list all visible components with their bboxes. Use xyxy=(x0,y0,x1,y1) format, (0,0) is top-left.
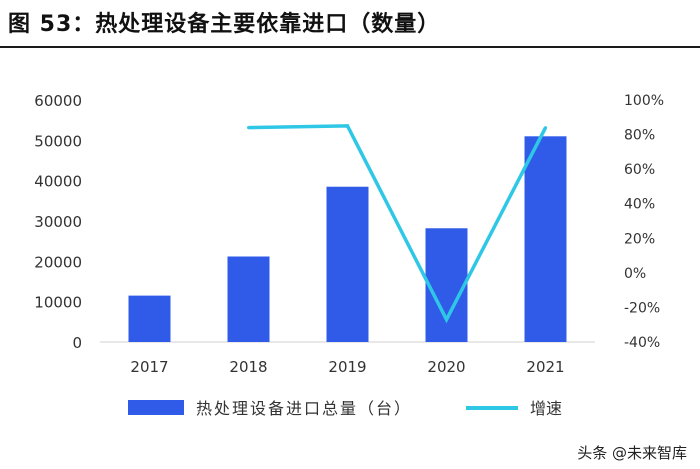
growth-point-2020 xyxy=(445,318,448,322)
left-tick-label: 20000 xyxy=(34,253,82,271)
x-tick-label: 2017 xyxy=(130,358,168,376)
x-tick-label: 2020 xyxy=(427,358,465,376)
watermark: 头条 @未来智库 xyxy=(574,442,690,463)
right-tick-label: 0% xyxy=(624,266,646,282)
right-tick-label: 80% xyxy=(624,128,655,144)
right-tick-label: -20% xyxy=(624,300,660,316)
page-title: 图 53：热处理设备主要依靠进口（数量） xyxy=(8,12,441,37)
bar-2017 xyxy=(128,295,171,342)
bar-2018 xyxy=(227,256,270,342)
left-tick-label: 40000 xyxy=(34,173,82,191)
right-tick-label: 60% xyxy=(624,162,655,178)
right-tick-label: 20% xyxy=(624,231,655,247)
bar-2021 xyxy=(524,136,567,342)
right-axis-ticks: -40% -20% 0% 20% 40% 60% 80% 100% xyxy=(624,93,664,351)
x-axis-ticks: 2017 2018 2019 2020 2021 xyxy=(130,358,564,376)
left-tick-label: 0 xyxy=(72,334,82,352)
line-series xyxy=(247,124,548,324)
bar-2020 xyxy=(425,228,468,342)
title-divider xyxy=(0,46,700,48)
x-tick-label: 2021 xyxy=(526,358,564,376)
growth-line xyxy=(248,124,548,324)
legend-bar-swatch xyxy=(128,400,184,415)
legend-line-label: 增速 xyxy=(530,399,562,418)
left-tick-label: 50000 xyxy=(34,132,82,150)
left-tick-label: 10000 xyxy=(34,294,82,312)
legend-bar-label: 热处理设备进口总量（台） xyxy=(196,399,412,418)
left-tick-label: 60000 xyxy=(34,92,82,110)
right-tick-label: 100% xyxy=(624,93,664,109)
right-tick-label: 40% xyxy=(624,197,655,213)
growth-point-2019 xyxy=(346,124,349,128)
left-tick-label: 30000 xyxy=(34,213,82,231)
right-tick-label: -40% xyxy=(624,335,660,351)
left-axis-ticks: 0 10000 20000 30000 40000 50000 60000 xyxy=(34,92,82,352)
x-tick-label: 2019 xyxy=(328,358,366,376)
x-tick-label: 2018 xyxy=(229,358,267,376)
legend: 热处理设备进口总量（台） 增速 xyxy=(128,399,562,418)
bar-series xyxy=(128,136,567,342)
combo-chart: 0 10000 20000 30000 40000 50000 60000 -40% -20%… xyxy=(34,92,664,418)
bar-2019 xyxy=(326,186,369,342)
growth-point-2021 xyxy=(544,126,547,130)
growth-point-2018 xyxy=(247,126,250,130)
